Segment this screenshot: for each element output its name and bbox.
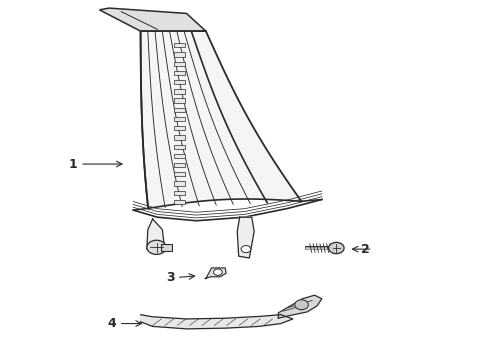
Polygon shape — [237, 217, 254, 258]
FancyBboxPatch shape — [161, 244, 172, 251]
FancyBboxPatch shape — [174, 62, 184, 66]
FancyBboxPatch shape — [174, 99, 184, 103]
FancyBboxPatch shape — [174, 43, 184, 48]
Text: 3: 3 — [165, 271, 174, 284]
FancyBboxPatch shape — [174, 181, 184, 186]
FancyBboxPatch shape — [174, 145, 184, 149]
Polygon shape — [99, 8, 205, 31]
FancyBboxPatch shape — [174, 89, 184, 94]
Polygon shape — [140, 31, 301, 208]
Circle shape — [241, 246, 250, 253]
Circle shape — [294, 300, 308, 310]
FancyBboxPatch shape — [174, 117, 184, 121]
FancyBboxPatch shape — [174, 53, 184, 57]
Circle shape — [328, 242, 344, 254]
FancyBboxPatch shape — [174, 191, 184, 195]
Polygon shape — [146, 219, 164, 253]
Polygon shape — [278, 295, 321, 318]
Polygon shape — [204, 268, 225, 279]
FancyBboxPatch shape — [174, 135, 184, 140]
FancyBboxPatch shape — [174, 80, 184, 84]
FancyBboxPatch shape — [174, 126, 184, 130]
Circle shape — [213, 269, 222, 275]
Polygon shape — [140, 315, 292, 329]
FancyBboxPatch shape — [174, 163, 184, 167]
FancyBboxPatch shape — [174, 172, 184, 176]
Circle shape — [146, 240, 166, 255]
FancyBboxPatch shape — [174, 154, 184, 158]
Text: 4: 4 — [107, 317, 116, 330]
FancyBboxPatch shape — [174, 200, 184, 204]
FancyBboxPatch shape — [174, 71, 184, 75]
Text: 1: 1 — [69, 158, 78, 171]
FancyBboxPatch shape — [174, 108, 184, 112]
Text: 2: 2 — [361, 243, 369, 256]
